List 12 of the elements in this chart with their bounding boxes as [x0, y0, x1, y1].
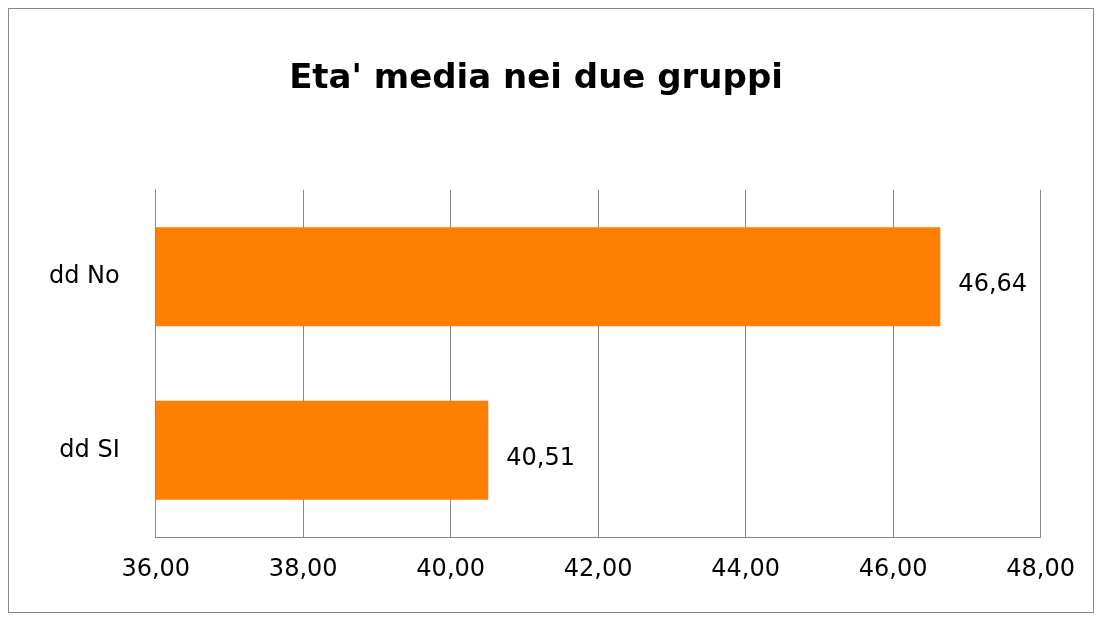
x-tick-label: 38,00 [268, 553, 338, 582]
x-tick-label: 48,00 [1006, 553, 1076, 582]
x-tick-label: 44,00 [711, 553, 781, 582]
data-label: 40,51 [506, 442, 576, 471]
y-tick-label: dd SI [59, 434, 120, 463]
x-tick-label: 42,00 [563, 553, 633, 582]
y-tick-label: dd No [49, 260, 120, 289]
x-tick-label: 46,00 [858, 553, 928, 582]
x-tick-label: 36,00 [121, 553, 191, 582]
chart-title: Eta' media nei due gruppi [289, 56, 783, 97]
x-tick-label: 40,00 [416, 553, 486, 582]
data-label: 46,64 [958, 268, 1028, 297]
